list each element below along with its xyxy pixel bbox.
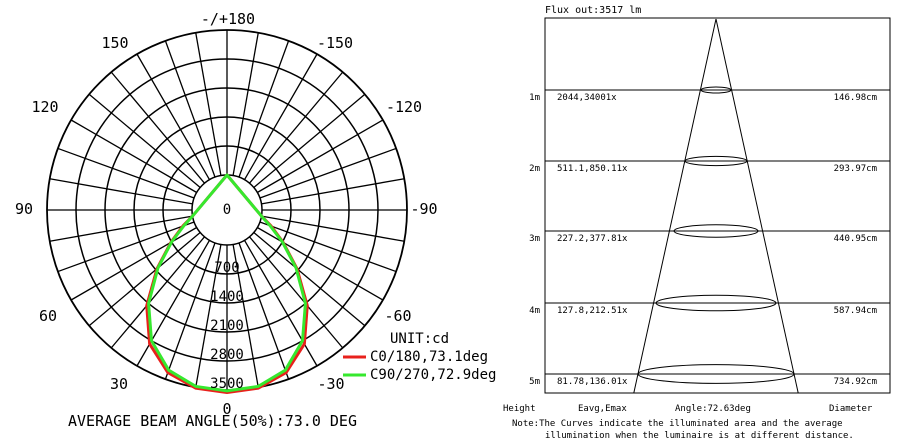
header-diameter: Diameter (829, 404, 873, 414)
polar-spoke (70, 119, 198, 194)
polar-spoke (164, 40, 216, 178)
legend-label-2: C90/270,72.9deg (370, 367, 496, 383)
polar-angle-label: 30 (110, 375, 128, 393)
header-eavg-emax: Eavg,Emax (578, 404, 627, 414)
row-height-label: 5m (529, 377, 540, 387)
cone-edge-right (715, 18, 799, 394)
polar-angle-label: -120 (386, 98, 422, 116)
polar-spoke (253, 232, 366, 327)
polar-spoke (232, 32, 259, 176)
row-eavg-emax: 511.1,850.11x (557, 164, 628, 174)
polar-spoke (195, 244, 222, 388)
polar-spoke (256, 226, 384, 301)
polar-ring-label: 1400 (210, 289, 244, 305)
polar-spoke (110, 71, 205, 184)
polar-spoke (259, 221, 397, 273)
polar-spoke (232, 244, 259, 388)
cone-rows: 1m 2044,34001x 146.98cm 2m 511.1,850.11x 293.… (529, 89, 890, 387)
cone-shape (633, 18, 799, 394)
row-height-label: 3m (529, 234, 540, 244)
polar-intensity-chart: -/+180 150 120 90 60 30 0 -30 -60 -90 -120 -150 0 700… (15, 10, 496, 430)
polar-spoke (70, 226, 198, 301)
polar-angle-label: -150 (317, 34, 353, 52)
cone-frame (544, 17, 891, 394)
polar-ring-label: 700 (214, 260, 239, 276)
cone-edge-left (633, 18, 717, 394)
polar-angle-label: 0 (222, 400, 231, 418)
polar-angle-label: -30 (317, 375, 344, 393)
polar-angle-label: -90 (410, 200, 437, 218)
note-line-2: illumination when the luminaire is at di… (545, 431, 854, 441)
unit-label: UNIT:cd (390, 331, 449, 347)
polar-grid (46, 29, 408, 391)
polar-spoke (249, 71, 344, 184)
polar-angle-label: -60 (384, 307, 411, 325)
polar-ring-label: 2100 (210, 318, 244, 334)
row-height-label: 4m (529, 306, 540, 316)
polar-spoke (238, 40, 290, 178)
beam-ellipse (673, 224, 759, 238)
row-diameter: 440.95cm (834, 234, 877, 244)
flux-out-label: Flux out:3517 lm (545, 5, 641, 16)
polar-angle-label: 120 (31, 98, 58, 116)
polar-spoke (259, 147, 397, 199)
polar-ring-label: 2800 (210, 347, 244, 363)
polar-spoke (261, 178, 405, 205)
polar-spoke (253, 93, 366, 188)
polar-series-curve-2 (147, 173, 307, 393)
polar-spoke (88, 93, 201, 188)
row-eavg-emax: 2044,34001x (557, 93, 617, 103)
header-angle: Angle:72.63deg (675, 404, 751, 414)
row-diameter: 734.92cm (834, 377, 877, 387)
row-diameter: 146.98cm (834, 93, 877, 103)
row-diameter: 587.94cm (834, 306, 877, 316)
polar-spoke (249, 236, 344, 349)
beam-ellipse (700, 86, 732, 94)
polar-angle-label: 60 (39, 307, 57, 325)
polar-spoke (243, 53, 318, 181)
polar-spoke (195, 32, 222, 176)
polar-angle-label: -/+180 (201, 10, 255, 28)
row-diameter: 293.97cm (834, 164, 877, 174)
polar-spoke (164, 242, 216, 380)
polar-spoke (136, 53, 211, 181)
polar-spoke (256, 119, 384, 194)
polar-spoke (110, 236, 205, 349)
polar-ring-label: 0 (223, 202, 231, 218)
row-eavg-emax: 81.78,136.01x (557, 377, 628, 387)
polar-labels: -/+180 150 120 90 60 30 0 -30 -60 -90 -120 -150 0 700… (15, 10, 438, 418)
polar-spoke (57, 147, 195, 199)
polar-series-layer (145, 173, 309, 394)
polar-spoke (261, 215, 405, 242)
polar-spoke (57, 221, 195, 273)
polar-angle-label: 150 (101, 34, 128, 52)
polar-angle-label: 90 (15, 200, 33, 218)
beam-ellipse (655, 294, 777, 312)
polar-spoke (238, 242, 290, 380)
row-eavg-emax: 227.2,377.81x (557, 234, 628, 244)
polar-legend: C0/180,73.1deg C90/270,72.9deg (343, 349, 496, 383)
note-line-1: Note:The Curves indicate the illuminated… (512, 419, 843, 429)
header-height: Height (503, 404, 536, 414)
polar-ring-label: 3500 (210, 376, 244, 392)
polar-spoke (49, 215, 193, 242)
row-height-label: 2m (529, 164, 540, 174)
row-eavg-emax: 127.8,212.51x (557, 306, 628, 316)
illuminance-cone-diagram: Flux out:3517 lm 1m 2044,34001x 146.98cm 2m… (503, 5, 891, 441)
polar-spoke (49, 178, 193, 205)
beam-angle-caption: AVERAGE BEAM ANGLE(50%):73.0 DEG (68, 412, 357, 430)
row-height-label: 1m (529, 93, 540, 103)
polar-spoke (88, 232, 201, 327)
legend-label-1: C0/180,73.1deg (370, 349, 488, 365)
